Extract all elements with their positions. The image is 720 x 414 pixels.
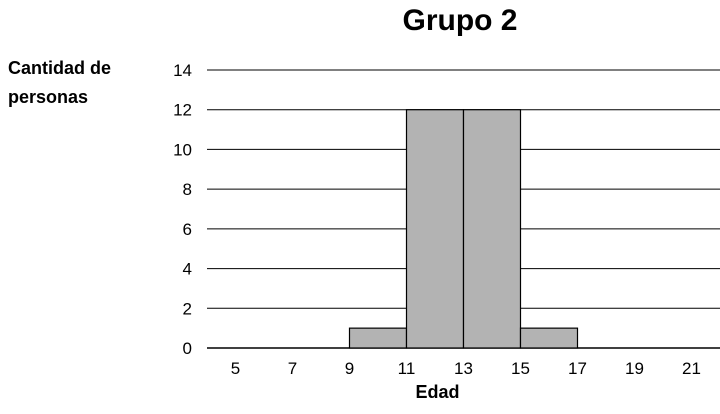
x-tick-label: 11	[398, 359, 416, 378]
x-tick-label: 19	[625, 359, 644, 378]
y-axis-label-line-1: Cantidad de	[8, 58, 112, 78]
x-tick-label: 21	[682, 359, 701, 378]
x-tick-label: 9	[345, 359, 354, 378]
y-tick-label: 6	[183, 220, 192, 239]
x-tick-label: 13	[454, 359, 473, 378]
bars	[348, 109, 579, 349]
x-tick-label: 15	[511, 359, 530, 378]
x-tick-labels: 5 7 9 11 13 15 17 19 21	[231, 359, 701, 378]
chart-title: Grupo 2	[402, 4, 518, 37]
y-tick-label: 14	[173, 61, 192, 80]
y-tick-label: 8	[183, 180, 192, 199]
x-tick-label: 5	[231, 359, 240, 378]
histogram-bar	[462, 109, 522, 349]
histogram-bar	[348, 327, 408, 349]
y-tick-label: 0	[183, 339, 192, 358]
histogram-bar	[519, 327, 579, 349]
y-axis-label: Cantidad de personas	[8, 54, 111, 112]
y-tick-label: 2	[183, 299, 192, 318]
y-tick-label: 12	[173, 101, 192, 120]
x-tick-label: 7	[288, 359, 297, 378]
histogram-bar	[405, 109, 465, 349]
x-tick-label: 17	[568, 359, 587, 378]
y-axis-label-line-2: personas	[8, 87, 89, 107]
y-tick-labels: 0 2 4 6 8 10 12 14	[173, 61, 192, 358]
y-tick-label: 10	[173, 140, 192, 159]
x-axis-label: Edad	[415, 382, 460, 402]
y-tick-label: 4	[183, 260, 192, 279]
